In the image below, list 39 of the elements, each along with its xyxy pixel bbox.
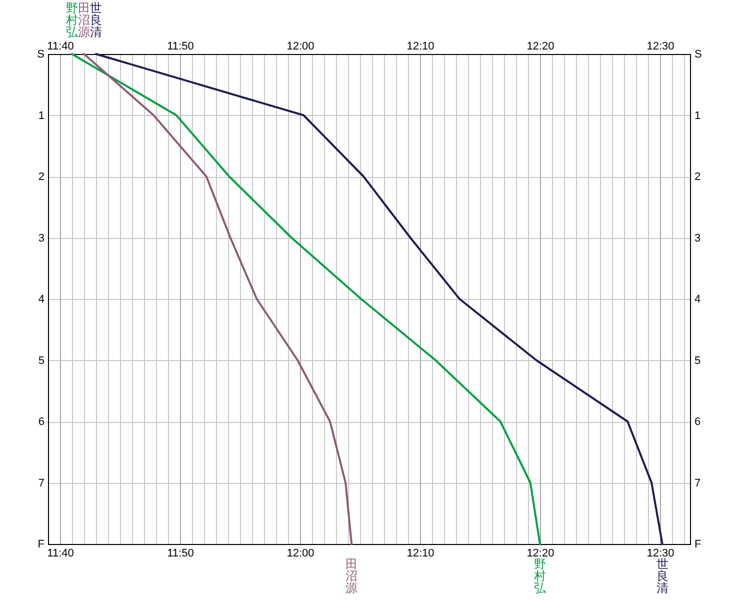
x2-tick-label: 12:30 bbox=[646, 548, 674, 560]
series-label: 野村弘 bbox=[532, 557, 547, 595]
line-series bbox=[83, 53, 353, 545]
x-tick-label: 12:10 bbox=[406, 40, 434, 52]
y2-tick-label: 3 bbox=[694, 232, 701, 244]
y-tick-label: 2 bbox=[38, 171, 44, 183]
y2-tick-label: 7 bbox=[694, 477, 701, 490]
y2-tick-label: 4 bbox=[694, 294, 701, 306]
y2-tick-label: 6 bbox=[694, 416, 701, 428]
y-tick-label: S bbox=[37, 48, 44, 60]
x-tick-label: 11:50 bbox=[167, 40, 194, 52]
y-tick-label: 5 bbox=[38, 354, 44, 367]
series-label: 田沼源 bbox=[346, 557, 358, 595]
line-series bbox=[95, 53, 664, 545]
y2-tick-label: 2 bbox=[694, 171, 701, 183]
series-label: 世良清 bbox=[656, 557, 668, 595]
text: 野村弘 bbox=[66, 1, 78, 39]
y-tick-label: F bbox=[38, 538, 45, 550]
x2-tick-label: 11:40 bbox=[47, 548, 74, 560]
y2-tick-label: 1 bbox=[694, 110, 701, 122]
x-tick-label: 11:40 bbox=[47, 40, 74, 52]
y-tick-label: 4 bbox=[38, 294, 44, 306]
x-tick-label: 12:30 bbox=[646, 40, 674, 52]
y2-tick-label: S bbox=[694, 48, 702, 60]
x2-tick-label: 12:10 bbox=[406, 548, 434, 560]
line-series bbox=[70, 53, 541, 545]
x-tick-label: 12:00 bbox=[286, 40, 314, 52]
x2-tick-label: 12:20 bbox=[526, 548, 554, 560]
text: 田沼源 bbox=[78, 1, 90, 39]
x2-tick-label: 12:00 bbox=[286, 548, 314, 560]
x2-tick-label: 11:50 bbox=[167, 548, 194, 560]
y-tick-label: 1 bbox=[38, 110, 44, 122]
y-tick-label: 3 bbox=[38, 232, 44, 244]
y2-tick-label: 5 bbox=[694, 354, 701, 367]
y2-tick-label: F bbox=[694, 538, 702, 550]
y-tick-label: 6 bbox=[38, 416, 44, 428]
text: 世良清 bbox=[90, 1, 102, 39]
x-tick-label: 12:20 bbox=[526, 40, 554, 52]
y-tick-label: 7 bbox=[38, 477, 44, 490]
